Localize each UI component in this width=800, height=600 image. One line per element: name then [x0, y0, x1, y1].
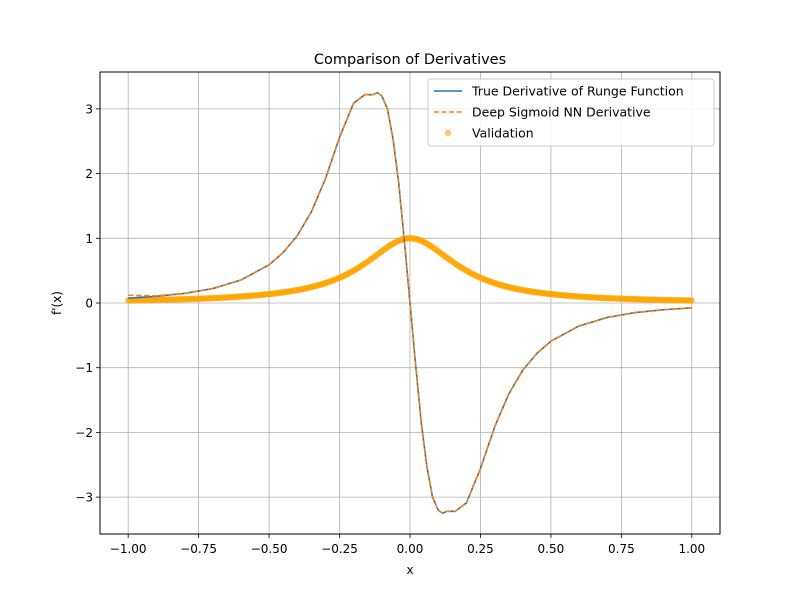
plot-area [124, 91, 696, 515]
y-tick-label: −2 [75, 426, 93, 440]
y-tick-label: 1 [85, 232, 93, 246]
y-axis: −3 −2 −1 0 1 2 3 [75, 102, 100, 505]
chart-title: Comparison of Derivatives [314, 52, 506, 68]
y-tick-label: 3 [85, 102, 93, 116]
x-axis-title: x [406, 563, 413, 577]
validation-point [688, 297, 696, 304]
x-tick-label: 0.50 [538, 542, 565, 556]
x-tick-label: 1.00 [678, 542, 705, 556]
x-tick-label: 0.00 [397, 542, 424, 556]
legend-label: Deep Sigmoid NN Derivative [472, 105, 651, 120]
x-tick-label: 0.25 [467, 542, 494, 556]
x-tick-label: −0.75 [180, 542, 217, 556]
y-tick-label: 0 [85, 297, 93, 311]
x-tick-label: 0.75 [608, 542, 635, 556]
legend-box [427, 78, 715, 147]
y-axis-title: f'(x) [50, 291, 64, 315]
x-tick-label: −0.25 [321, 542, 358, 556]
legend-label: True Derivative of Runge Function [471, 84, 684, 99]
y-tick-label: 2 [85, 167, 93, 181]
x-tick-label: −1.00 [110, 542, 147, 556]
nn-derivative-line [128, 91, 692, 515]
x-axis: −1.00 −0.75 −0.50 −0.25 0.00 0.25 0.50 0.75 1.00 [110, 534, 705, 556]
legend-label: Validation [472, 126, 534, 141]
x-tick-label: −0.50 [251, 542, 288, 556]
legend-swatch-validation [444, 129, 452, 137]
y-tick-label: −3 [75, 491, 93, 505]
legend: True Derivative of Runge Function Deep Si… [427, 78, 715, 147]
y-tick-label: −1 [75, 361, 93, 375]
